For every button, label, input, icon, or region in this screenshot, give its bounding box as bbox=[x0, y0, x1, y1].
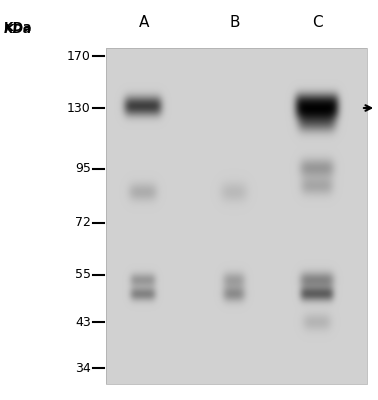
Text: C: C bbox=[312, 15, 323, 30]
Text: 43: 43 bbox=[75, 316, 91, 329]
Bar bbox=[106, 48, 367, 384]
Text: 55: 55 bbox=[75, 268, 91, 281]
Text: KDa: KDa bbox=[4, 23, 32, 36]
Text: B: B bbox=[229, 15, 240, 30]
Text: 72: 72 bbox=[75, 216, 91, 229]
Text: KDa: KDa bbox=[4, 21, 32, 34]
Text: A: A bbox=[138, 15, 149, 30]
Text: 170: 170 bbox=[67, 50, 91, 62]
Text: 34: 34 bbox=[75, 362, 91, 374]
Text: 95: 95 bbox=[75, 162, 91, 175]
Text: 130: 130 bbox=[67, 102, 91, 114]
